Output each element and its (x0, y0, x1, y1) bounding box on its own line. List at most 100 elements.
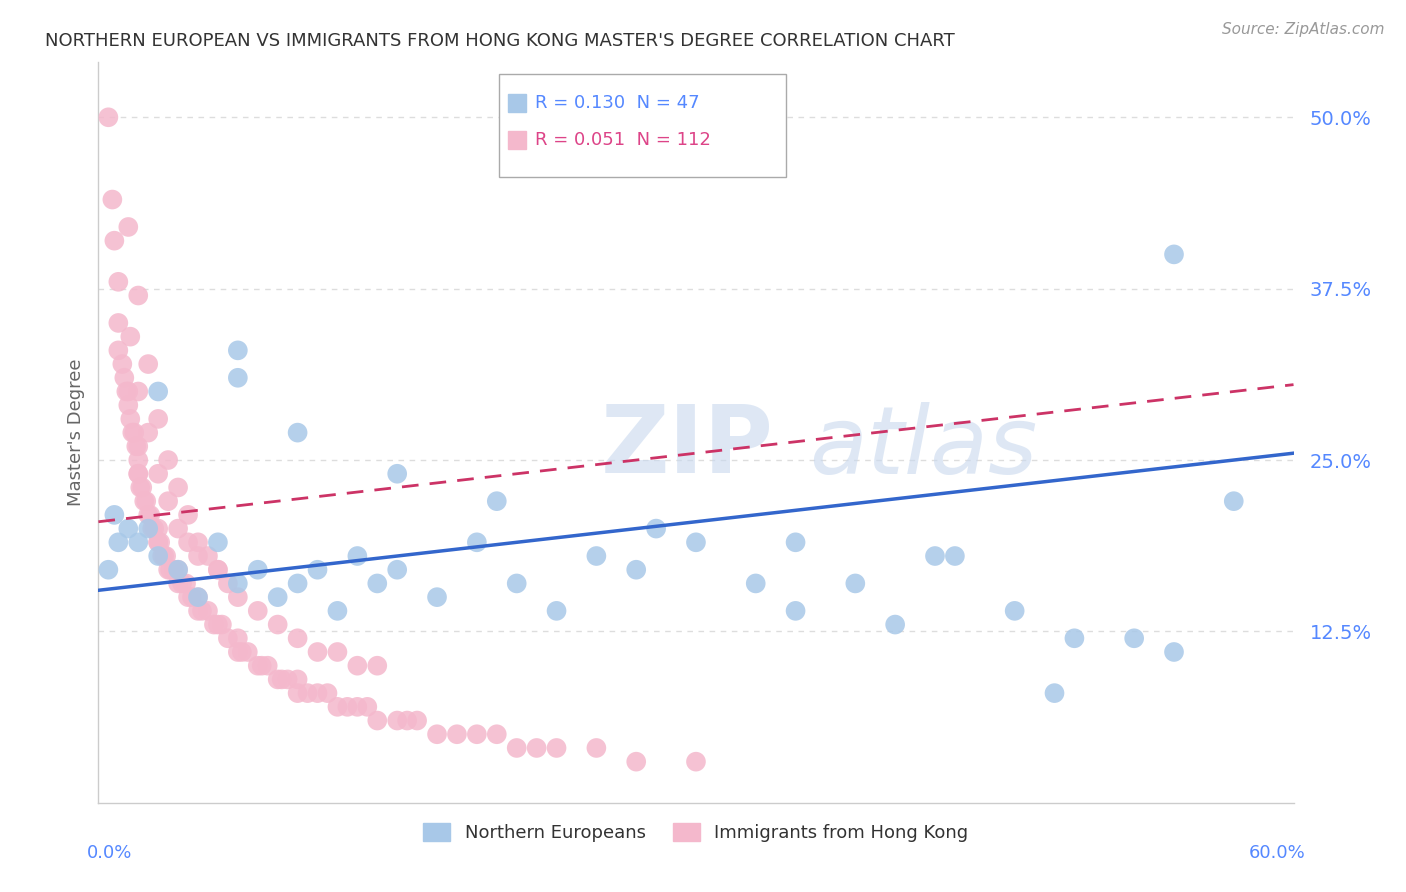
Point (346, 658, 368, 673)
Point (226, 343, 249, 358)
Point (884, 617, 907, 632)
Point (207, 563, 229, 577)
Point (385, 563, 409, 577)
Point (143, 522, 166, 536)
Point (346, 699, 368, 714)
Point (117, 219, 139, 234)
Point (316, 686, 339, 700)
Point (226, 576, 249, 591)
Point (124, 425, 146, 440)
Point (120, 412, 142, 426)
Point (207, 563, 229, 577)
Point (115, 384, 138, 399)
Point (103, 234, 125, 248)
Point (149, 535, 172, 549)
Text: atlas: atlas (810, 402, 1038, 493)
Point (187, 590, 209, 604)
Point (585, 549, 607, 563)
Point (1123, 632, 1146, 646)
Point (236, 645, 259, 659)
Text: Source: ZipAtlas.com: Source: ZipAtlas.com (1222, 22, 1385, 37)
Point (107, 275, 129, 289)
Point (129, 480, 152, 494)
Point (127, 467, 149, 481)
Point (136, 425, 159, 440)
Point (277, 673, 299, 687)
Point (187, 604, 209, 618)
Text: NORTHERN EUROPEAN VS IMMIGRANTS FROM HONG KONG MASTER'S DEGREE CORRELATION CHART: NORTHERN EUROPEAN VS IMMIGRANTS FROM HON… (45, 32, 955, 50)
Point (121, 425, 143, 440)
Point (107, 343, 129, 358)
Point (356, 699, 378, 714)
Point (226, 645, 249, 659)
Text: 0.0%: 0.0% (87, 844, 132, 862)
Point (112, 371, 135, 385)
Point (127, 439, 149, 453)
Point (120, 329, 142, 343)
Point (134, 494, 156, 508)
Point (136, 522, 159, 536)
Point (226, 371, 249, 385)
Point (167, 563, 190, 577)
Point (506, 741, 529, 756)
Point (207, 535, 229, 549)
Point (297, 686, 319, 700)
Point (267, 617, 290, 632)
Point (187, 549, 209, 563)
Point (177, 508, 200, 522)
Point (250, 658, 273, 673)
Point (127, 384, 149, 399)
Point (217, 632, 239, 646)
Point (172, 576, 194, 591)
Point (287, 632, 309, 646)
Point (396, 714, 419, 728)
Point (287, 425, 309, 440)
Point (217, 576, 239, 591)
Point (125, 439, 148, 453)
Point (685, 535, 707, 549)
Point (526, 741, 548, 756)
Point (366, 658, 388, 673)
Point (307, 563, 329, 577)
Point (326, 604, 349, 618)
Point (148, 467, 170, 481)
Text: ZIP: ZIP (600, 401, 773, 493)
Point (141, 522, 163, 536)
Point (226, 590, 249, 604)
Point (426, 590, 449, 604)
Point (485, 494, 508, 508)
Point (148, 549, 170, 563)
Point (1004, 604, 1026, 618)
Point (136, 357, 159, 371)
Point (465, 727, 488, 741)
Point (1223, 494, 1246, 508)
Point (197, 549, 219, 563)
Point (187, 590, 209, 604)
Point (270, 673, 292, 687)
Point (167, 522, 190, 536)
Point (385, 467, 409, 481)
Point (117, 384, 139, 399)
Point (585, 741, 607, 756)
Point (167, 480, 190, 494)
Point (336, 699, 359, 714)
Point (181, 590, 204, 604)
Point (366, 576, 388, 591)
Point (157, 494, 180, 508)
Point (97, 110, 120, 124)
Point (101, 193, 124, 207)
Point (943, 549, 966, 563)
Point (148, 384, 170, 399)
Y-axis label: Master's Degree: Master's Degree (66, 359, 84, 507)
Point (267, 590, 290, 604)
Point (326, 645, 349, 659)
Point (406, 714, 429, 728)
Point (207, 617, 229, 632)
Point (385, 714, 409, 728)
FancyBboxPatch shape (499, 73, 786, 178)
Point (127, 467, 149, 481)
Point (246, 604, 269, 618)
Point (366, 714, 388, 728)
Point (226, 632, 249, 646)
Point (246, 563, 269, 577)
